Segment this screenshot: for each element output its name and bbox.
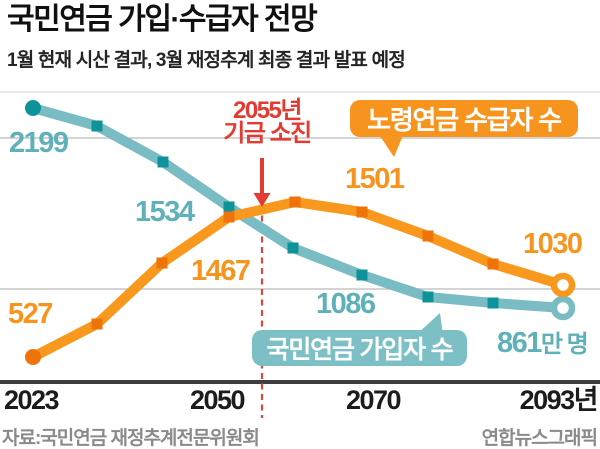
recipients-marker (223, 211, 235, 223)
page-title: 국민연금 가입·수급자 전망 (7, 3, 318, 36)
recipients-marker (156, 257, 168, 269)
subscribers-legend-bubble: 국민연금 가입자 수 (252, 330, 467, 366)
label-subscribers-2050: 1534 (135, 196, 195, 228)
x-tick-2070: 2070 (345, 385, 402, 415)
fund-depletion-arrow (253, 158, 271, 207)
subscribers-marker (91, 120, 103, 132)
label-subscribers-2093: 861만 명 (497, 327, 589, 359)
subscribers-end-ring (550, 295, 576, 321)
subscribers-marker (422, 291, 434, 303)
label-subscribers-2093-unit: 만 명 (540, 331, 589, 358)
credit-text: 연합뉴스그래픽 (481, 428, 598, 449)
recipients-marker (356, 206, 368, 218)
recipients-marker (91, 318, 103, 330)
subscribers-marker (287, 242, 299, 254)
subscribers-marker (487, 297, 499, 309)
label-subscribers-2093-number: 861 (497, 327, 542, 359)
series-recipients (25, 196, 576, 365)
label-subscribers-2070: 1086 (316, 288, 376, 320)
annotation-line1: 2055년 (233, 97, 302, 124)
label-recipients-2093: 1030 (523, 228, 583, 260)
subscribers-marker (223, 201, 235, 213)
page-subtitle: 1월 현재 시산 결과, 3월 재정추계 최종 결과 발표 예정 (7, 50, 406, 71)
recipients-marker (487, 258, 499, 270)
label-recipients-2050: 1467 (191, 255, 251, 287)
label-recipients-2023: 527 (8, 298, 53, 330)
x-tick-2023: 2023 (4, 385, 60, 415)
recipients-marker (422, 230, 434, 242)
recipients-start-dot (25, 349, 41, 365)
subscribers-start-dot (25, 100, 41, 116)
fund-depletion-annotation: 2055년 기금 소진 (197, 97, 337, 147)
label-recipients-peak: 1501 (345, 163, 405, 195)
subscribers-marker (356, 269, 368, 281)
annotation-line2: 기금 소진 (223, 120, 312, 147)
subscribers-marker (157, 156, 169, 168)
arrow-head (253, 193, 271, 207)
label-subscribers-2023: 2199 (9, 127, 69, 159)
recipients-end-ring (550, 272, 576, 298)
source-text: 자료:국민연금 재정추계전문위원회 (2, 428, 260, 449)
x-tick-2093: 2093년 (519, 385, 599, 415)
recipients-marker (289, 196, 301, 208)
x-tick-2050: 2050 (189, 385, 246, 415)
recipients-bubble-tail (378, 133, 404, 157)
recipients-legend-bubble: 노령연금 수급자 수 (350, 100, 578, 137)
series-subscribers (25, 100, 576, 321)
subscribers-bubble-tail (416, 313, 443, 335)
